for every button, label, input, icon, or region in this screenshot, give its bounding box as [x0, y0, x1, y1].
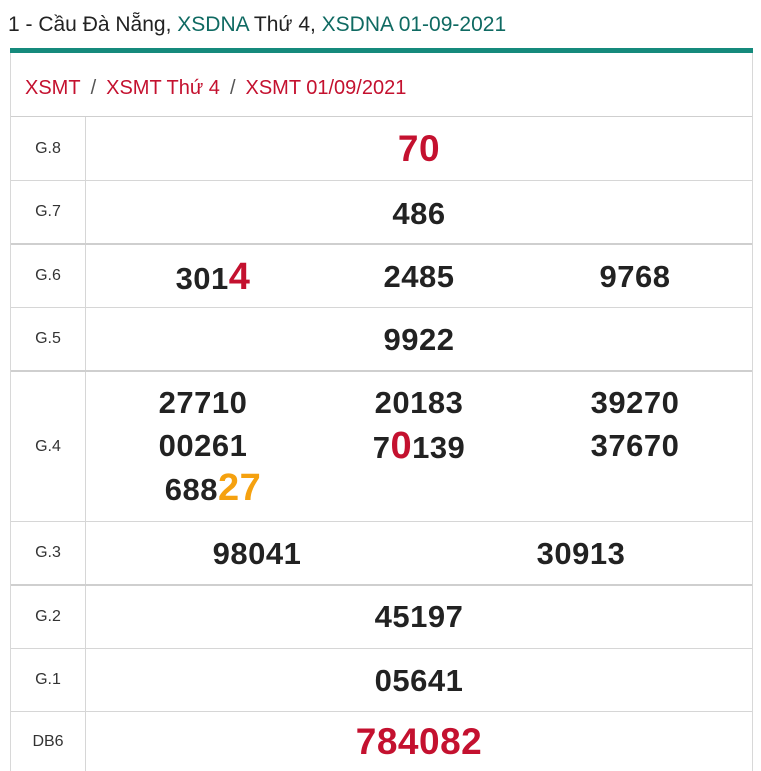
number-part: 7	[372, 430, 391, 465]
prize-number: 30913	[536, 536, 626, 571]
prize-number: 98041	[212, 536, 302, 571]
prize-number: 70139	[372, 425, 466, 467]
prize-number: 2485	[383, 259, 455, 294]
breadcrumb-separator: /	[90, 77, 97, 99]
prize-label: G.6	[11, 245, 86, 307]
prize-row-g1: G.1 05641	[11, 649, 752, 712]
breadcrumb: XSMT / XSMT Thứ 4 / XSMT 01/09/2021	[11, 53, 752, 117]
prize-number: 784082	[355, 721, 483, 762]
prize-number: 37670	[590, 428, 680, 463]
prize-row-g2: G.2 45197	[11, 586, 752, 649]
breadcrumb-xsmt-thu4[interactable]: XSMT Thứ 4	[106, 77, 220, 99]
prize-label: DB6	[11, 712, 86, 771]
number-highlight: 0	[390, 425, 413, 467]
prize-label: G.3	[11, 522, 86, 584]
heading-link-xsdna[interactable]: XSDNA	[177, 13, 249, 36]
number-part: 139	[412, 430, 466, 465]
prize-row-g8: G.8 70	[11, 117, 752, 181]
prize-number: 70	[397, 128, 441, 169]
prize-number: 00261	[158, 428, 248, 463]
prize-number: 05641	[374, 663, 464, 698]
prize-row-g7: G.7 486	[11, 181, 752, 245]
breadcrumb-xsmt-date[interactable]: XSMT 01/09/2021	[245, 77, 407, 99]
prize-number: 39270	[590, 385, 680, 420]
prize-number: 45197	[374, 599, 464, 634]
prize-row-g3: G.3 98041 30913	[11, 522, 752, 586]
prize-row-db: DB6 784082	[11, 712, 752, 771]
prize-label: G.2	[11, 586, 86, 648]
prize-label: G.4	[11, 372, 86, 521]
prize-row-g5: G.5 9922	[11, 308, 752, 372]
number-highlight: 27	[217, 467, 262, 509]
prize-label: G.5	[11, 308, 86, 370]
heading-link-xsdna-date[interactable]: XSDNA 01-09-2021	[321, 13, 507, 36]
prize-label: G.7	[11, 181, 86, 243]
prize-label: G.8	[11, 117, 86, 180]
heading-mid: Thứ 4,	[248, 13, 322, 36]
prize-number: 3014	[175, 256, 251, 298]
prize-row-g6: G.6 3014 2485 9768	[11, 245, 752, 308]
prize-number: 20183	[374, 385, 464, 420]
prize-number: 27710	[158, 385, 248, 420]
prize-number: 486	[392, 196, 446, 231]
breadcrumb-xsmt[interactable]: XSMT	[25, 77, 81, 99]
heading-prefix: 1 - Cầu Đà Nẵng,	[8, 13, 178, 36]
prize-number: 9922	[383, 322, 455, 357]
prize-row-g4: G.4 27710 20183 39270 00261 70139 37670 …	[11, 372, 752, 522]
page-heading: 1 - Cầu Đà Nẵng, XSDNA Thứ 4, XSDNA 01-0…	[8, 12, 506, 38]
prize-number: 9768	[599, 259, 671, 294]
results-box: XSMT / XSMT Thứ 4 / XSMT 01/09/2021 G.8 70 G…	[10, 53, 753, 771]
number-highlight: 4	[228, 256, 251, 298]
prize-label: G.1	[11, 649, 86, 711]
breadcrumb-separator: /	[229, 77, 236, 99]
accent-bar	[10, 48, 753, 53]
number-part: 301	[175, 261, 229, 296]
prize-number: 68827	[164, 467, 262, 509]
number-part: 688	[164, 472, 218, 507]
